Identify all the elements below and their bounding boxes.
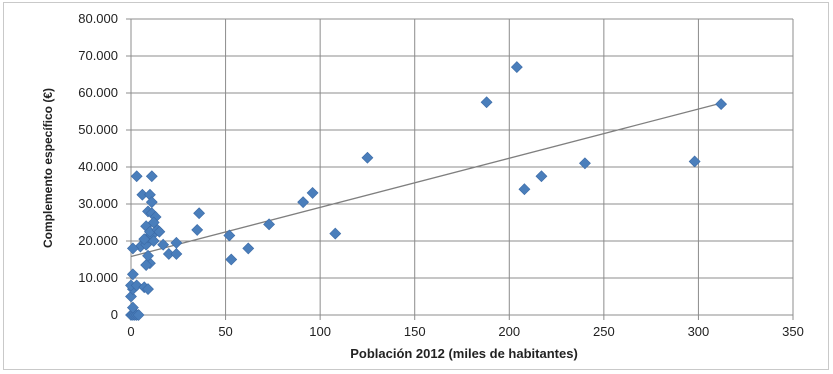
y-tick-label: 50.000 [78, 122, 118, 137]
y-tick-label: 0 [111, 307, 118, 322]
data-point [140, 259, 153, 271]
data-point [132, 309, 145, 321]
x-axis-label: Población 2012 (miles de habitantes) [350, 346, 578, 361]
y-tick-label: 60.000 [78, 85, 118, 100]
data-point [480, 96, 493, 109]
axes [126, 18, 794, 320]
data-point [715, 98, 728, 111]
x-tick-label: 0 [127, 324, 134, 339]
data-point [510, 61, 523, 74]
data-point [535, 170, 548, 183]
data-point [126, 301, 139, 314]
data-point [361, 151, 374, 164]
data-point [191, 223, 204, 236]
data-points [125, 61, 728, 321]
data-point [157, 238, 170, 251]
y-tick-label: 20.000 [78, 233, 118, 248]
data-point [223, 229, 236, 242]
data-point [145, 170, 158, 183]
y-tick-labels: 0 10.000 20.000 30.000 40.000 50.000 60.000 70.… [78, 11, 118, 322]
x-tick-label: 300 [688, 324, 710, 339]
x-tick-label: 250 [593, 324, 615, 339]
data-point [688, 155, 701, 168]
data-point [579, 157, 591, 170]
data-point [126, 268, 139, 281]
data-point [329, 227, 342, 240]
x-tick-label: 50 [218, 324, 232, 339]
data-point [153, 225, 166, 238]
data-point [242, 242, 255, 255]
chart-frame [3, 2, 829, 370]
x-tick-label: 200 [498, 324, 520, 339]
grid-lines [130, 18, 794, 316]
data-point [130, 170, 143, 183]
data-point [126, 242, 139, 255]
y-tick-label: 70.000 [78, 48, 118, 63]
y-tick-label: 10.000 [78, 270, 118, 285]
y-tick-label: 40.000 [78, 159, 118, 174]
x-tick-label: 350 [782, 324, 804, 339]
x-tick-label: 100 [309, 324, 331, 339]
data-point [225, 253, 238, 266]
data-point [170, 248, 183, 260]
data-point [518, 183, 531, 196]
data-point [142, 283, 154, 296]
data-point [170, 236, 183, 249]
data-point [193, 207, 206, 220]
data-point [138, 233, 151, 246]
y-tick-label: 30.000 [78, 196, 118, 211]
data-point [145, 196, 158, 209]
data-point [263, 218, 275, 231]
data-point [142, 249, 154, 262]
x-tick-label: 150 [404, 324, 426, 339]
x-tick-labels: 0 50 100 150 200 250 300 350 [127, 324, 803, 339]
y-tick-label: 80.000 [78, 11, 118, 26]
data-point [297, 196, 310, 209]
y-axis-label: Complemento específico (€) [41, 88, 55, 248]
data-point [306, 186, 319, 199]
trendline [130, 103, 718, 258]
